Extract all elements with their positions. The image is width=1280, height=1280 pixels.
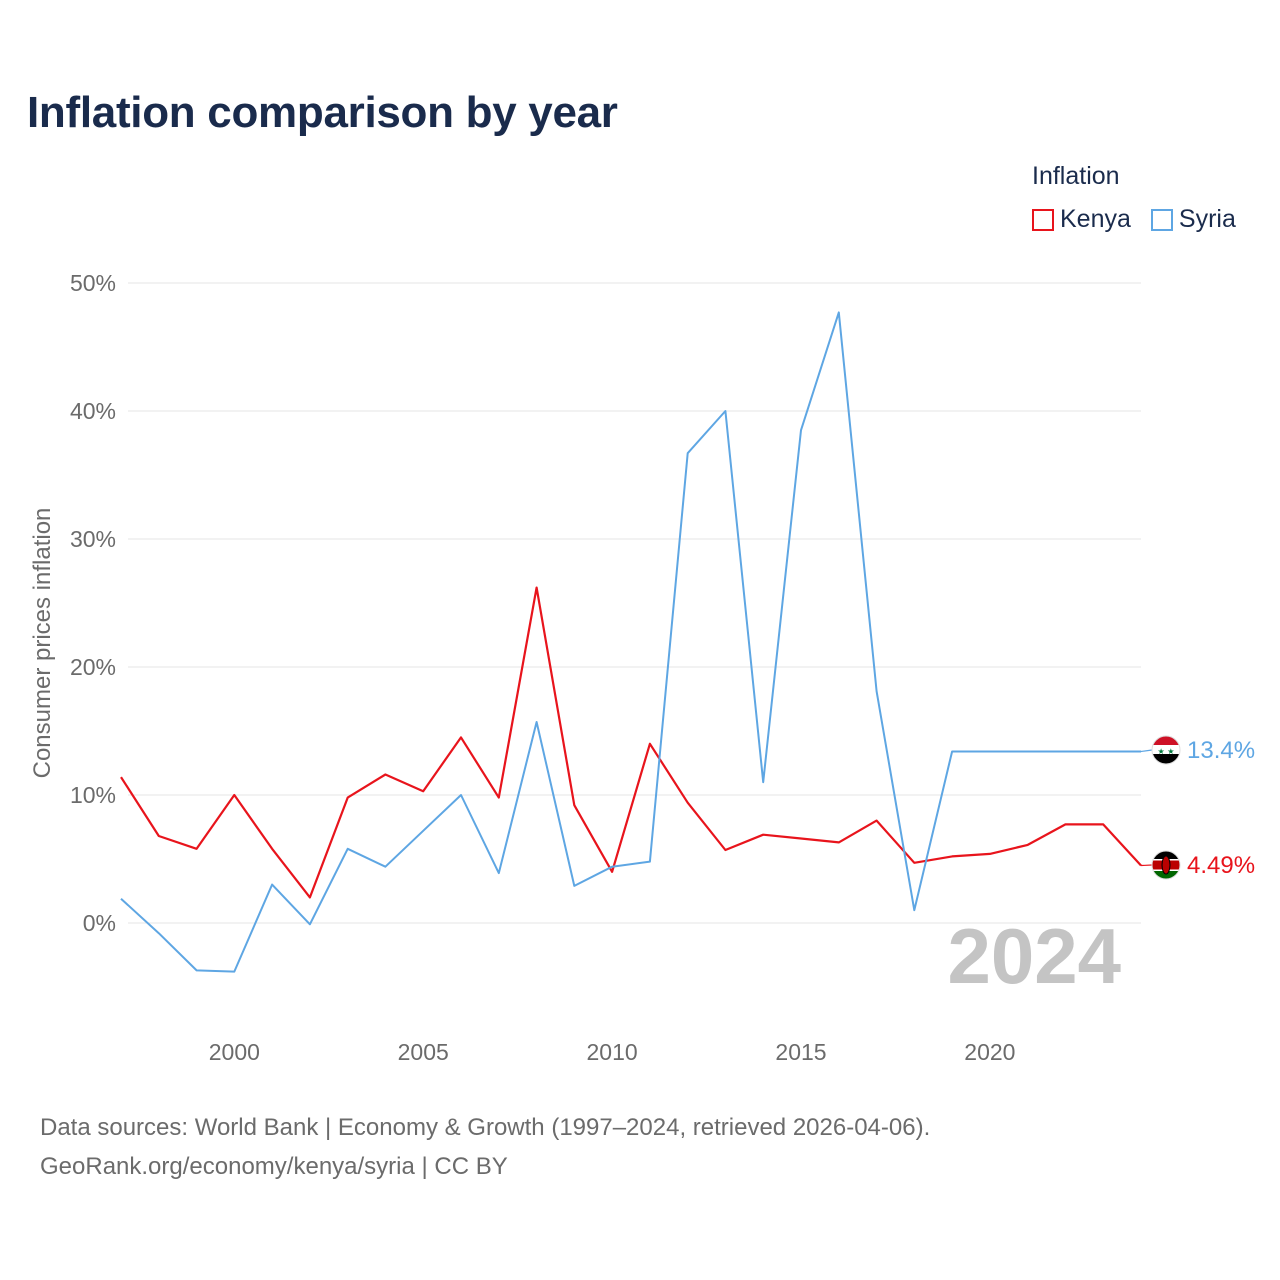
current-year-label: 2024 [947, 912, 1121, 1000]
end-label-syria: 13.4% [1187, 737, 1255, 764]
end-connector-kenya [1140, 864, 1153, 867]
y-tick-label: 20% [70, 654, 116, 680]
series-line-syria[interactable] [120, 311, 1141, 973]
syria-flag-icon: ★ ★ [1152, 736, 1180, 764]
series-line-kenya[interactable] [120, 586, 1142, 899]
kenya-flag-icon [1152, 851, 1180, 879]
svg-text:★ ★: ★ ★ [1158, 747, 1175, 756]
y-tick-label: 40% [70, 398, 116, 424]
y-axis-label: Consumer prices inflation [29, 508, 56, 779]
end-connectors [1140, 749, 1153, 867]
chart-title: Inflation comparison by year [27, 88, 618, 137]
legend-item-syria[interactable]: Syria [1150, 205, 1236, 234]
y-tick-label: 10% [70, 782, 116, 808]
y-tick-label: 30% [70, 526, 116, 552]
syria-flag-border [1151, 735, 1181, 765]
x-tick-label: 2010 [587, 1039, 638, 1065]
x-tick-label: 2005 [398, 1039, 449, 1065]
end-label-kenya: 4.49% [1187, 852, 1255, 879]
gridlines [128, 282, 1141, 924]
source-note: Data sources: World Bank | Economy & Gro… [40, 1108, 930, 1186]
legend-item-kenya[interactable]: Kenya [1032, 205, 1131, 234]
x-tick-label: 2020 [964, 1039, 1015, 1065]
legend-label-kenya: Kenya [1060, 205, 1131, 233]
source-line-1: Data sources: World Bank | Economy & Gro… [40, 1114, 931, 1141]
y-tick-label: 0% [83, 910, 116, 936]
end-labels: 4.49% 13.4% [1187, 737, 1255, 879]
x-tick-label: 2015 [775, 1039, 826, 1065]
y-axis-ticks: 0% 10% 20% 30% 40% 50% [70, 270, 116, 936]
x-tick-label: 2000 [209, 1039, 260, 1065]
legend: Kenya Syria [1032, 205, 1236, 234]
source-line-2[interactable]: GeoRank.org/economy/kenya/syria | CC BY [40, 1153, 508, 1180]
x-axis-ticks: 2000 2005 2010 2015 2020 [209, 1039, 1016, 1065]
kenya-flag-border [1151, 850, 1181, 880]
legend-title: Inflation [1032, 162, 1120, 190]
legend-label-syria: Syria [1178, 205, 1236, 233]
legend-swatch-syria [1150, 208, 1173, 231]
y-tick-label: 50% [70, 270, 116, 296]
legend-swatch-kenya [1032, 208, 1054, 231]
series-lines [120, 311, 1142, 973]
end-connector-syria [1140, 749, 1153, 753]
